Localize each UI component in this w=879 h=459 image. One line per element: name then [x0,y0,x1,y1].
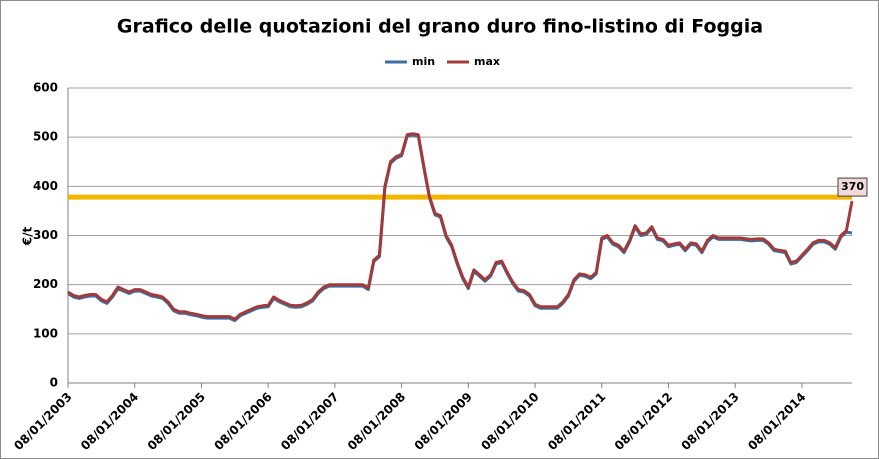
y-tick-label: 300 [33,228,58,242]
y-tick-label: 0 [50,376,58,390]
annotation-label: 370 [841,180,864,193]
y-tick-label: 600 [33,81,58,95]
y-axis-label: €/t [21,227,35,247]
legend-label: max [474,55,500,68]
y-tick-label: 500 [33,130,58,144]
y-tick-label: 100 [33,326,58,340]
chart-title: Grafico delle quotazioni del grano duro … [117,16,763,38]
legend-label: min [412,55,435,68]
y-tick-label: 200 [33,277,58,291]
series-line [67,132,854,321]
annotation-box [837,177,868,197]
y-tick-label: 400 [33,179,58,193]
